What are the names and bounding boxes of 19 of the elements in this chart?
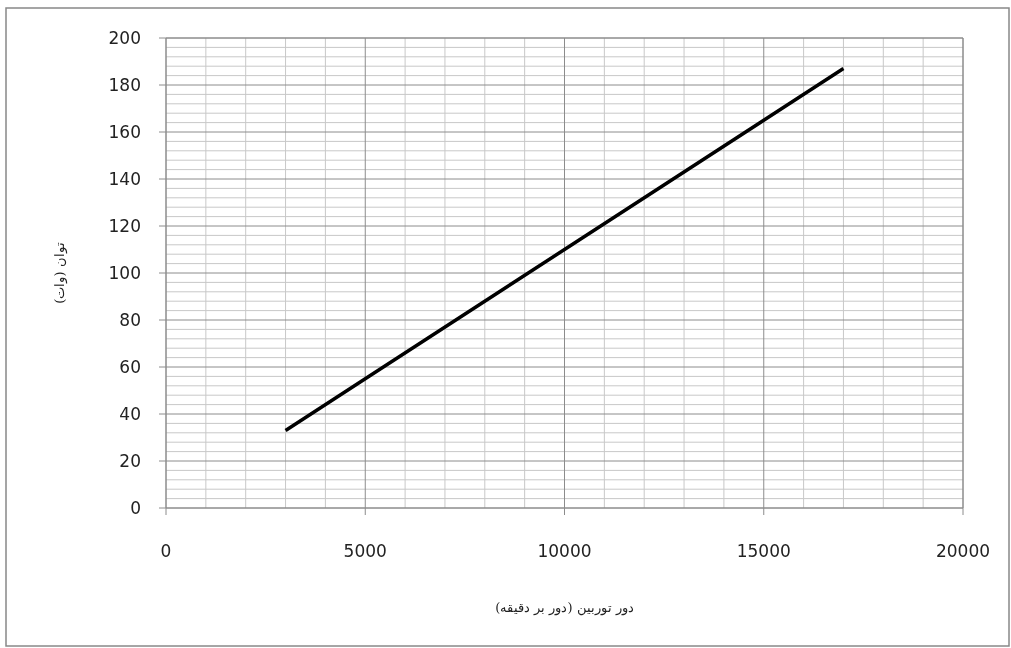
y-tick-label: 20	[119, 451, 141, 471]
x-tick-label: 0	[160, 541, 172, 561]
x-tick-label: 5000	[343, 541, 387, 561]
line-series	[283, 66, 846, 433]
x-tick-label: 10000	[537, 541, 592, 561]
y-tick-label: 120	[108, 216, 141, 236]
y-tick-label: 160	[108, 122, 141, 142]
x-tick-label: 15000	[736, 541, 791, 561]
y-tick-label: 60	[119, 357, 141, 377]
y-tick-label: 140	[108, 169, 141, 189]
y-tick-label: 80	[119, 310, 141, 330]
y-tick-label: 40	[119, 404, 141, 424]
y-tick-label: 0	[130, 498, 141, 518]
y-tick-label: 180	[108, 75, 141, 95]
y-tick-label: 100	[108, 263, 141, 283]
x-axis-title: دور توربین (دور بر دقیقه)	[495, 600, 634, 616]
y-axis-title: توان (وات)	[52, 242, 68, 304]
y-tick-label: 200	[108, 28, 141, 48]
x-tick-label: 20000	[935, 541, 991, 561]
